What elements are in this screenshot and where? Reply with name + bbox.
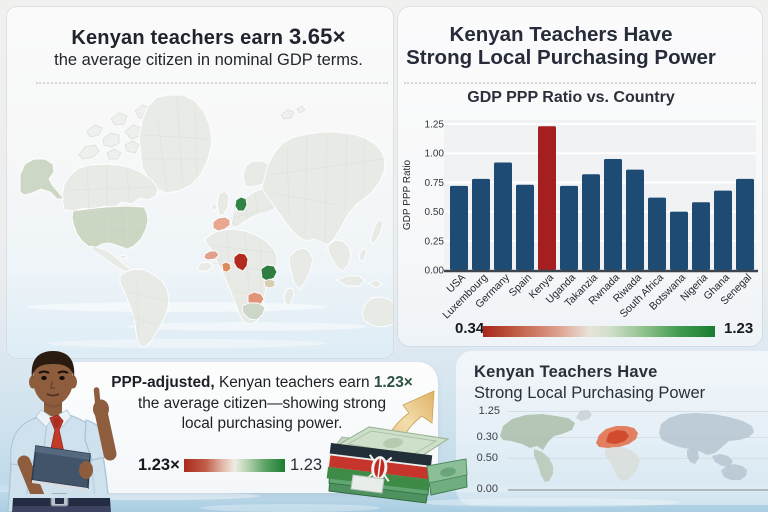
svg-text:GDP PPP Ratio: GDP PPP Ratio	[402, 159, 413, 230]
svg-text:0.00: 0.00	[425, 266, 445, 277]
svg-text:1.25: 1.25	[425, 120, 445, 131]
svg-text:0.75: 0.75	[425, 178, 445, 189]
svg-text:0.25: 0.25	[425, 236, 445, 247]
svg-text:1.00: 1.00	[425, 149, 445, 160]
svg-text:0.50: 0.50	[425, 207, 445, 218]
